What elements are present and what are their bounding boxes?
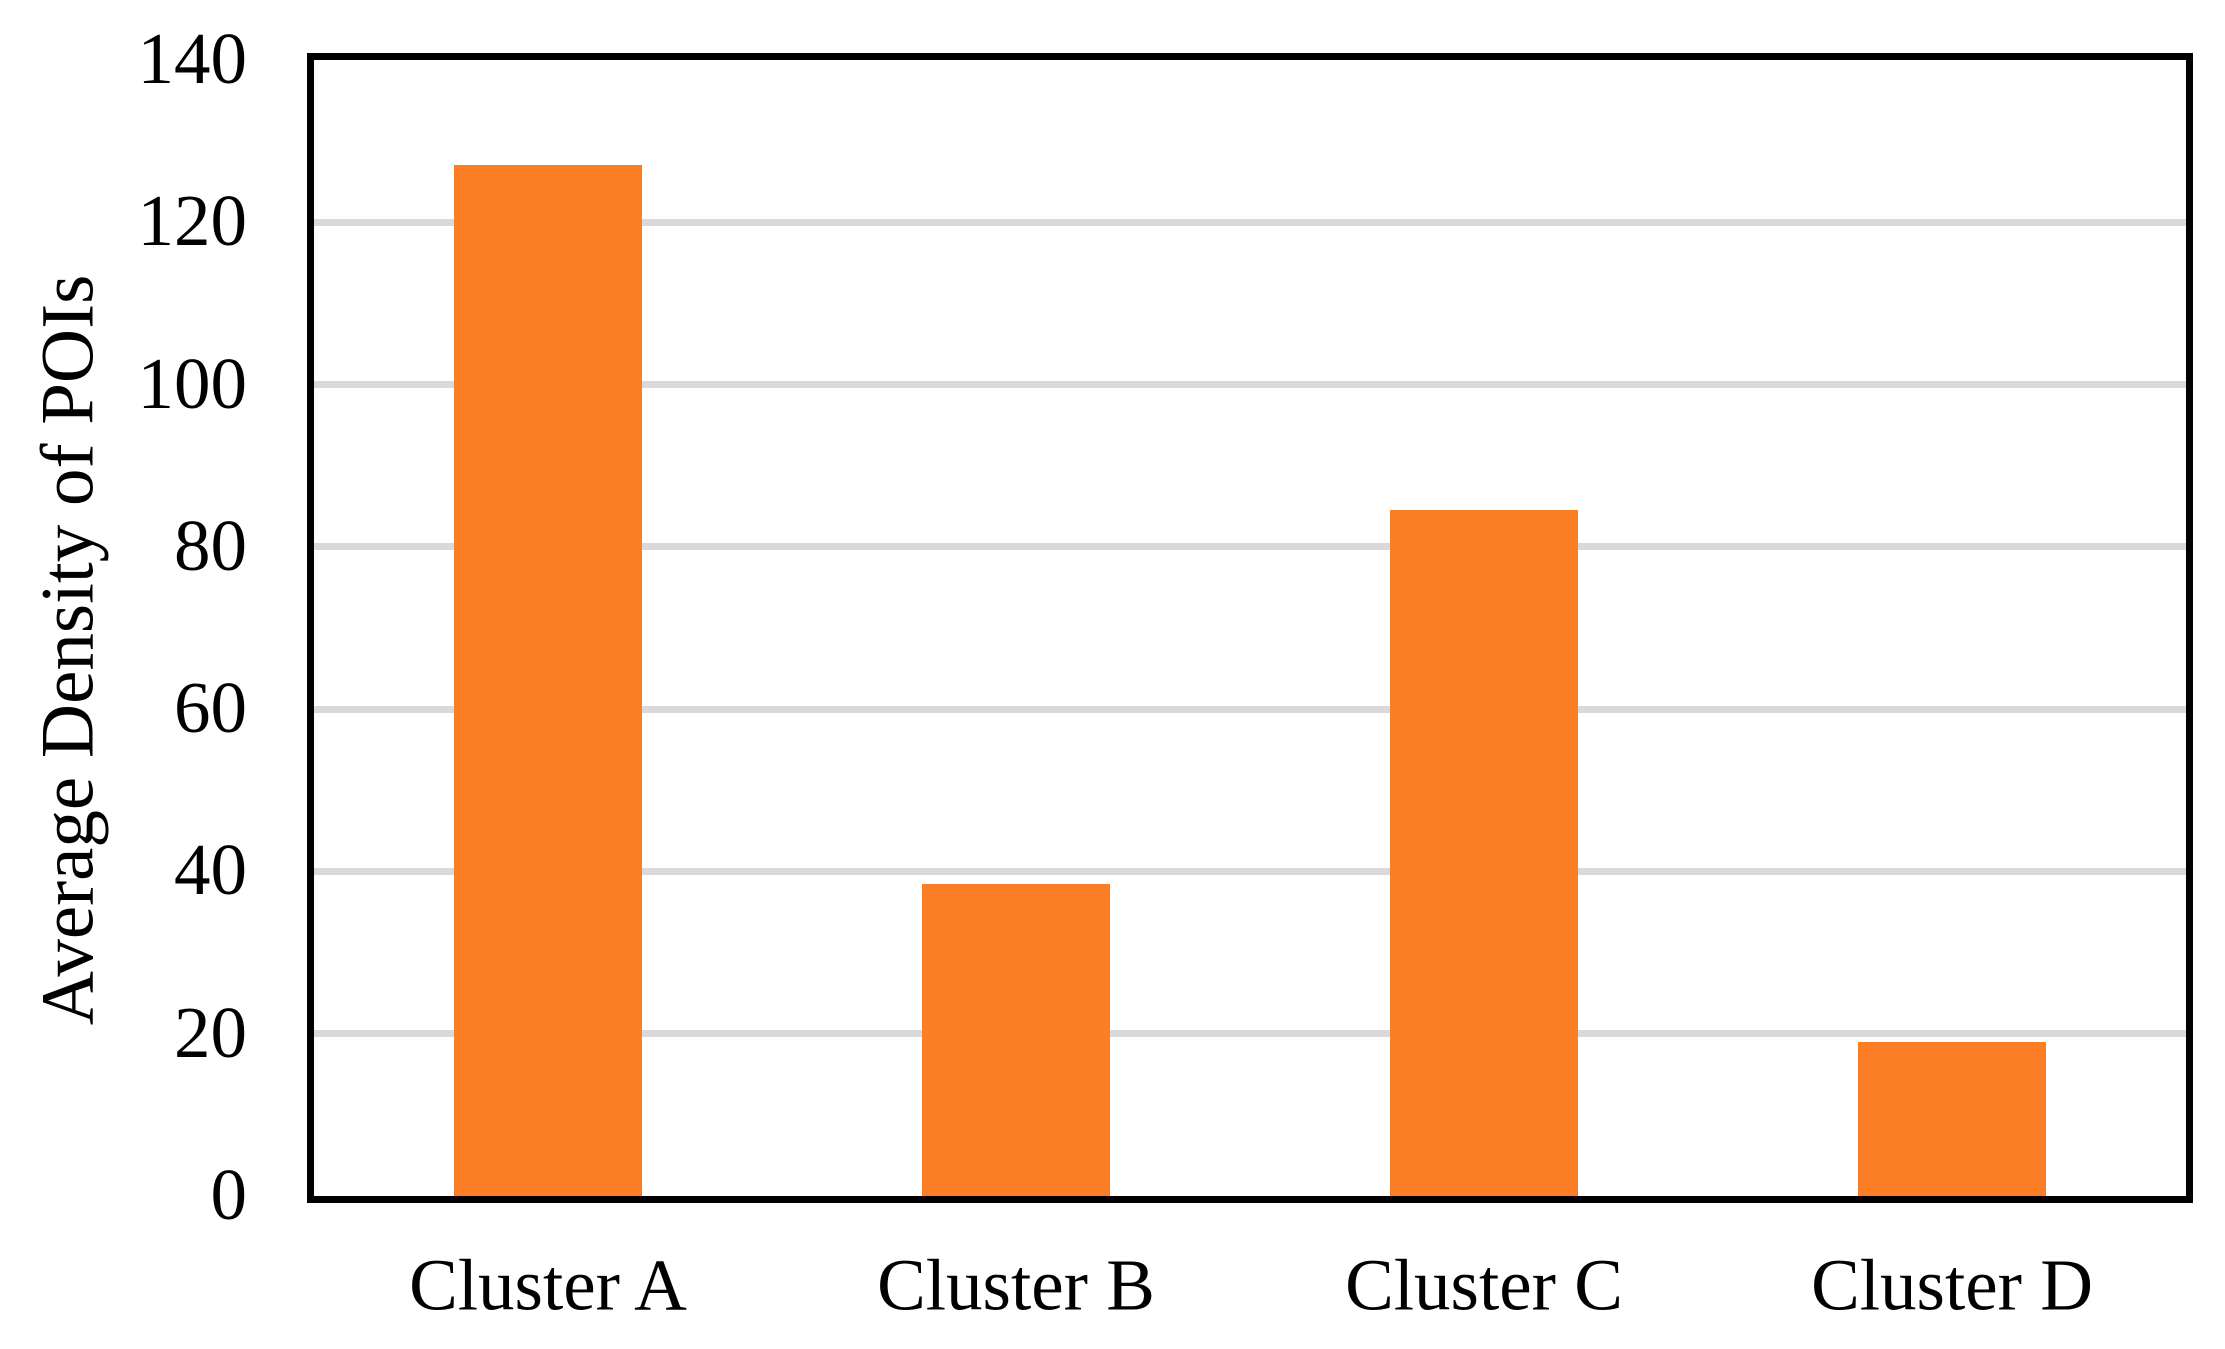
gridline-y-40 xyxy=(314,867,2186,875)
gridline-y-80 xyxy=(314,543,2186,551)
y-tick-label-120: 120 xyxy=(137,180,248,262)
bar-cluster-b xyxy=(922,883,1110,1196)
gridline-y-20 xyxy=(314,1030,2186,1038)
gridline-y-60 xyxy=(314,705,2186,713)
y-tick-label-80: 80 xyxy=(174,504,247,586)
gridline-y-120 xyxy=(314,218,2186,226)
y-tick-label-40: 40 xyxy=(174,829,247,911)
y-tick-label-20: 20 xyxy=(174,991,247,1073)
bar-cluster-a xyxy=(454,165,642,1196)
plot-inner xyxy=(314,60,2186,1196)
x-category-label-cluster-b: Cluster B xyxy=(877,1244,1155,1326)
y-tick-label-0: 0 xyxy=(210,1154,248,1236)
y-tick-label-140: 140 xyxy=(137,18,248,100)
gridline-y-100 xyxy=(314,381,2186,389)
bar-cluster-c xyxy=(1390,510,1578,1196)
plot-area xyxy=(307,53,2193,1203)
y-tick-label-100: 100 xyxy=(137,342,248,424)
x-category-label-cluster-c: Cluster C xyxy=(1345,1244,1623,1326)
x-category-label-cluster-a: Cluster A xyxy=(409,1244,687,1326)
bar-cluster-d xyxy=(1858,1041,2046,1196)
y-tick-label-60: 60 xyxy=(174,667,247,749)
x-category-label-cluster-d: Cluster D xyxy=(1811,1244,2093,1326)
